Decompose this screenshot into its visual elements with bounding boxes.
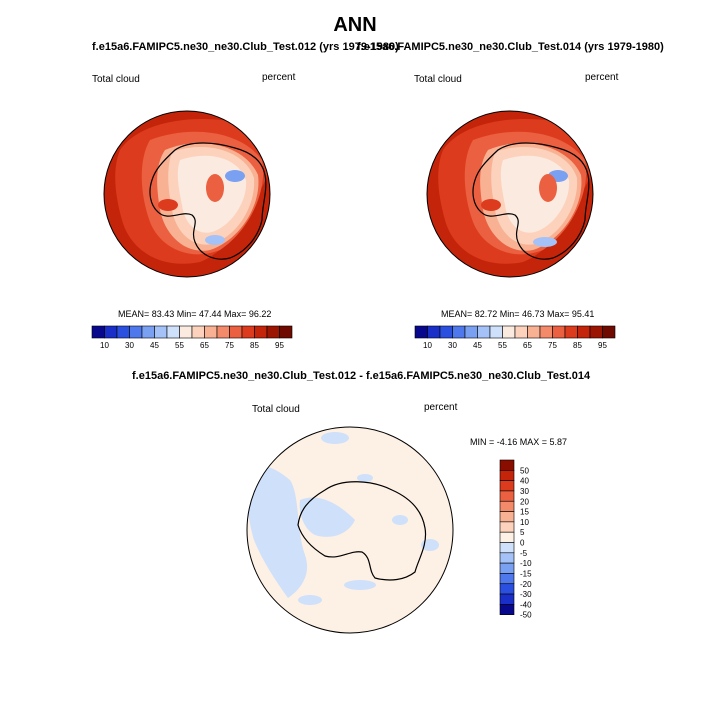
colorbar-swatch xyxy=(499,562,515,574)
colorbar-swatch xyxy=(552,325,566,339)
colorbar-swatch xyxy=(129,325,143,339)
panel1-colorbar: 10 30 45 55 65 75 85 95 xyxy=(91,325,293,350)
colorbar-swatch xyxy=(439,325,453,339)
colorbar-swatch xyxy=(254,325,268,339)
colorbar-label: 65 xyxy=(523,341,532,350)
colorbar-swatch xyxy=(452,325,466,339)
colorbar-label: -30 xyxy=(520,590,532,599)
colorbar-swatch xyxy=(564,325,578,339)
colorbar-label: 0 xyxy=(520,539,525,548)
colorbar-label: 85 xyxy=(250,341,259,350)
colorbar-swatch xyxy=(527,325,541,339)
colorbar-label: 45 xyxy=(473,341,482,350)
panel2-stats: MEAN= 82.72 Min= 46.73 Max= 95.41 xyxy=(441,309,595,319)
panel2-subtitle: f.e15a6.FAMIPC5.ne30_ne30.Club_Test.014 … xyxy=(357,41,664,53)
panel3-stats: MIN = -4.16 MAX = 5.87 xyxy=(470,437,568,447)
colorbar-label: 65 xyxy=(200,341,209,350)
colorbar-swatch xyxy=(241,325,255,339)
colorbar-swatch xyxy=(91,325,105,339)
panel1-units-label: percent xyxy=(262,72,296,83)
colorbar-label: 10 xyxy=(520,518,529,527)
panel2-colorbar: 10 30 45 55 65 75 85 95 xyxy=(414,325,616,350)
colorbar-swatch xyxy=(489,325,503,339)
panel3-variable-label: Total cloud xyxy=(252,404,300,415)
colorbar-swatch xyxy=(179,325,193,339)
colorbar-label: 50 xyxy=(520,466,529,475)
colorbar-swatch xyxy=(499,583,515,595)
panel1-variable-label: Total cloud xyxy=(92,74,140,85)
colorbar-label: 95 xyxy=(275,341,284,350)
colorbar-label: 55 xyxy=(175,341,184,350)
colorbar-swatch xyxy=(539,325,553,339)
colorbar-label: 40 xyxy=(520,477,529,486)
colorbar-swatch xyxy=(514,325,528,339)
colorbar-swatch xyxy=(499,593,515,605)
panel3-subtitle: f.e15a6.FAMIPC5.ne30_ne30.Club_Test.012 … xyxy=(132,370,591,382)
colorbar-swatch xyxy=(589,325,603,339)
colorbar-swatch xyxy=(499,604,515,615)
colorbar-swatch xyxy=(191,325,205,339)
colorbar-swatch xyxy=(154,325,168,339)
colorbar-swatch xyxy=(499,531,515,543)
colorbar-swatch xyxy=(499,521,515,533)
colorbar-swatch xyxy=(266,325,280,339)
panel1-subtitle: f.e15a6.FAMIPC5.ne30_ne30.Club_Test.012 … xyxy=(92,41,399,53)
colorbar-label: 75 xyxy=(548,341,557,350)
colorbar-swatch xyxy=(499,573,515,585)
colorbar-swatch xyxy=(427,325,441,339)
colorbar-swatch xyxy=(499,542,515,554)
colorbar-swatch xyxy=(499,470,515,481)
colorbar-label: -50 xyxy=(520,611,532,620)
colorbar-swatch xyxy=(499,552,515,564)
colorbar-swatch xyxy=(499,480,515,492)
colorbar-label: 75 xyxy=(225,341,234,350)
colorbar-label: -40 xyxy=(520,600,532,609)
colorbar-swatch xyxy=(499,500,515,512)
colorbar-swatch xyxy=(414,325,428,339)
colorbar-swatch xyxy=(577,325,591,339)
panel1-stats: MEAN= 83.43 Min= 47.44 Max= 96.22 xyxy=(118,309,272,319)
colorbar-label: 30 xyxy=(125,341,134,350)
colorbar-label: -5 xyxy=(520,549,528,558)
colorbar-label: 55 xyxy=(498,341,507,350)
panel2-units-label: percent xyxy=(585,72,619,83)
colorbar-label: 10 xyxy=(100,341,109,350)
colorbar-swatch xyxy=(499,459,515,471)
panel3-units-label: percent xyxy=(424,402,458,413)
colorbar-swatch xyxy=(499,490,515,502)
colorbar-label: 15 xyxy=(520,508,529,517)
colorbar-label: 30 xyxy=(520,487,529,496)
colorbar-label: 10 xyxy=(423,341,432,350)
colorbar-swatch xyxy=(229,325,243,339)
colorbar-label: 95 xyxy=(598,341,607,350)
panel2-variable-label: Total cloud xyxy=(414,74,462,85)
colorbar-swatch xyxy=(279,325,293,339)
colorbar-swatch xyxy=(499,511,515,523)
main-title: ANN xyxy=(333,14,377,36)
colorbar-label: -10 xyxy=(520,559,532,568)
colorbar-swatch xyxy=(141,325,155,339)
colorbar-label: 45 xyxy=(150,341,159,350)
colorbar-label: 5 xyxy=(520,528,525,537)
colorbar-swatch xyxy=(166,325,180,339)
colorbar-label: -20 xyxy=(520,580,532,589)
colorbar-label: 30 xyxy=(448,341,457,350)
colorbar-swatch xyxy=(204,325,218,339)
colorbar-label: 20 xyxy=(520,497,529,506)
colorbar-swatch xyxy=(216,325,230,339)
colorbar-swatch xyxy=(104,325,118,339)
colorbar-label: -15 xyxy=(520,569,532,578)
colorbar-swatch xyxy=(477,325,491,339)
colorbar-label: 85 xyxy=(573,341,582,350)
colorbar-swatch xyxy=(502,325,516,339)
colorbar-swatch xyxy=(602,325,616,339)
colorbar-swatch xyxy=(116,325,130,339)
colorbar-swatch xyxy=(464,325,478,339)
